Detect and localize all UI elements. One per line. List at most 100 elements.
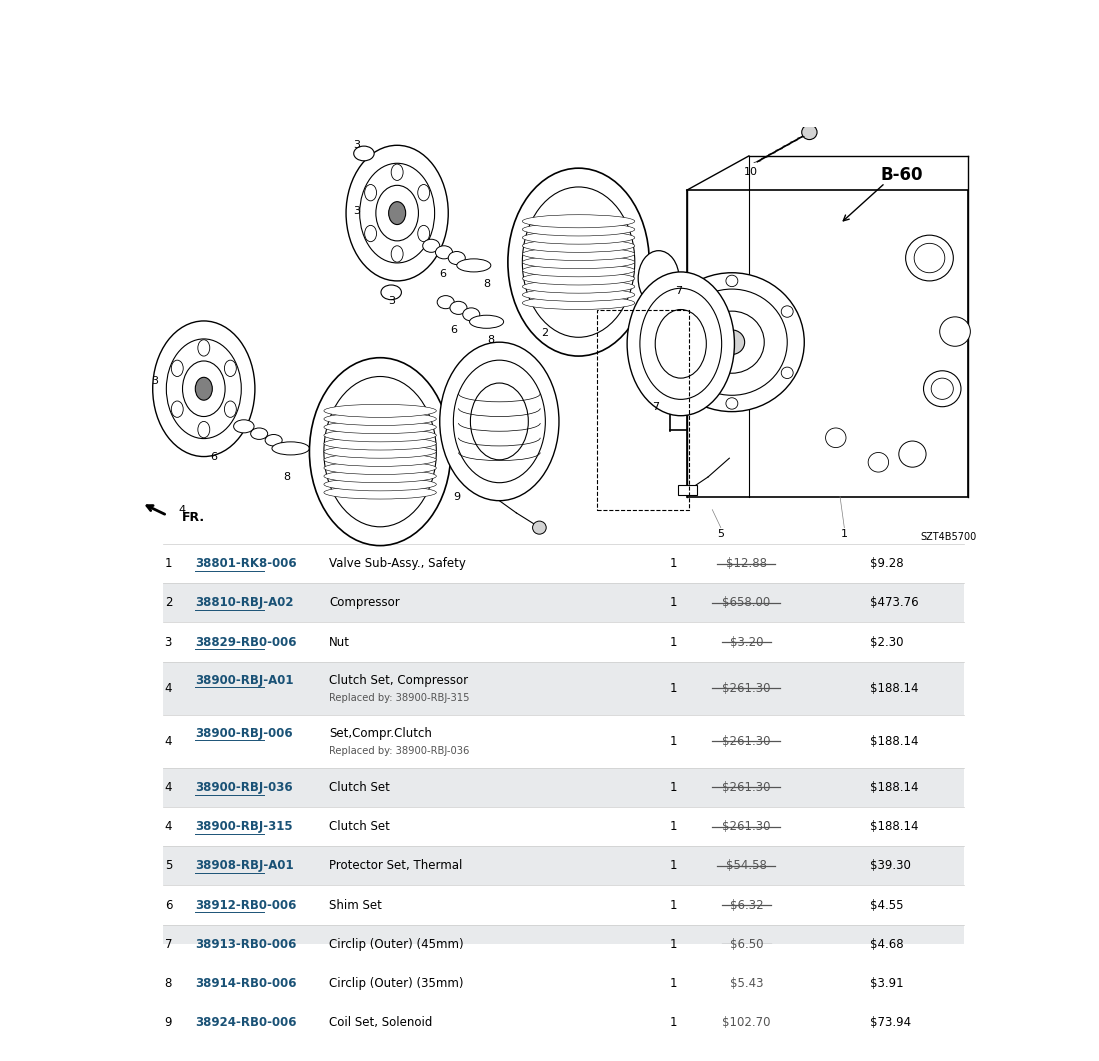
- Ellipse shape: [198, 421, 210, 438]
- Text: 1: 1: [669, 681, 677, 695]
- Text: Nut: Nut: [329, 636, 349, 648]
- Ellipse shape: [324, 486, 436, 499]
- Text: $2.30: $2.30: [870, 636, 903, 648]
- Ellipse shape: [440, 343, 559, 501]
- Ellipse shape: [418, 225, 430, 242]
- Text: 38908-RBJ-A01: 38908-RBJ-A01: [196, 859, 293, 872]
- Ellipse shape: [381, 285, 401, 299]
- Ellipse shape: [449, 301, 467, 314]
- Text: $4.55: $4.55: [870, 899, 903, 911]
- Circle shape: [802, 125, 817, 140]
- Ellipse shape: [457, 259, 491, 272]
- Circle shape: [914, 243, 945, 273]
- Circle shape: [781, 306, 793, 317]
- Ellipse shape: [640, 289, 722, 399]
- Ellipse shape: [389, 202, 406, 225]
- Text: $102.70: $102.70: [722, 1016, 770, 1029]
- Circle shape: [670, 306, 682, 317]
- Circle shape: [700, 311, 764, 373]
- Circle shape: [659, 273, 804, 412]
- Ellipse shape: [271, 441, 310, 455]
- Text: FR.: FR.: [181, 510, 204, 523]
- Circle shape: [906, 236, 953, 281]
- Text: Circlip (Outer) (35mm): Circlip (Outer) (35mm): [329, 977, 464, 990]
- Circle shape: [670, 367, 682, 379]
- Ellipse shape: [324, 462, 436, 474]
- Ellipse shape: [251, 428, 268, 439]
- Ellipse shape: [522, 272, 635, 285]
- Text: $473.76: $473.76: [870, 596, 919, 609]
- Text: 3: 3: [354, 206, 360, 215]
- Circle shape: [940, 317, 970, 346]
- Text: $188.14: $188.14: [870, 820, 919, 833]
- Text: $73.94: $73.94: [870, 1016, 911, 1029]
- Text: 38912-RB0-006: 38912-RB0-006: [196, 899, 297, 911]
- Text: 9: 9: [453, 491, 460, 502]
- Ellipse shape: [522, 289, 635, 301]
- FancyBboxPatch shape: [687, 190, 968, 497]
- Ellipse shape: [234, 420, 254, 433]
- Text: $658.00: $658.00: [722, 596, 770, 609]
- Text: 38924-RB0-006: 38924-RB0-006: [196, 1016, 297, 1029]
- Ellipse shape: [182, 361, 225, 417]
- Circle shape: [677, 289, 787, 396]
- Ellipse shape: [628, 272, 734, 416]
- Ellipse shape: [196, 378, 212, 400]
- Text: $5.43: $5.43: [730, 977, 763, 990]
- FancyBboxPatch shape: [163, 925, 964, 963]
- Ellipse shape: [655, 310, 707, 378]
- Text: $261.30: $261.30: [722, 781, 770, 794]
- Text: 4: 4: [165, 681, 173, 695]
- Text: $6.32: $6.32: [730, 899, 763, 911]
- Text: 1: 1: [669, 596, 677, 609]
- FancyBboxPatch shape: [163, 584, 964, 623]
- Circle shape: [726, 275, 737, 286]
- FancyBboxPatch shape: [137, 125, 989, 545]
- Ellipse shape: [448, 251, 465, 264]
- Ellipse shape: [522, 187, 635, 337]
- Text: 6: 6: [451, 325, 457, 335]
- Ellipse shape: [324, 470, 436, 483]
- Text: 2: 2: [165, 596, 173, 609]
- Ellipse shape: [324, 453, 436, 467]
- Ellipse shape: [508, 168, 650, 356]
- Text: 38900-RBJ-036: 38900-RBJ-036: [196, 781, 293, 794]
- Text: 7: 7: [652, 402, 658, 412]
- Ellipse shape: [522, 239, 635, 253]
- Text: 1: 1: [669, 557, 677, 570]
- Text: Circlip (Outer) (45mm): Circlip (Outer) (45mm): [329, 938, 464, 951]
- Text: 1: 1: [165, 557, 173, 570]
- Text: $12.88: $12.88: [725, 557, 767, 570]
- FancyBboxPatch shape: [678, 485, 697, 494]
- Text: Coil Set, Solenoid: Coil Set, Solenoid: [329, 1016, 432, 1029]
- Text: 1: 1: [669, 781, 677, 794]
- Text: 1: 1: [669, 859, 677, 872]
- Ellipse shape: [522, 247, 635, 261]
- Text: 38900-RBJ-A01: 38900-RBJ-A01: [196, 674, 293, 686]
- Ellipse shape: [310, 358, 451, 545]
- Text: 38801-RK8-006: 38801-RK8-006: [196, 557, 297, 570]
- Text: $39.30: $39.30: [870, 859, 911, 872]
- Circle shape: [533, 521, 546, 534]
- Ellipse shape: [522, 280, 635, 293]
- Text: $188.14: $188.14: [870, 781, 919, 794]
- Ellipse shape: [324, 429, 436, 441]
- Circle shape: [825, 428, 846, 448]
- Text: Clutch Set, Compressor: Clutch Set, Compressor: [329, 674, 468, 686]
- Text: 4: 4: [165, 820, 173, 833]
- Ellipse shape: [418, 185, 430, 201]
- Ellipse shape: [522, 214, 635, 228]
- Text: 7: 7: [165, 938, 173, 951]
- Text: 9: 9: [165, 1016, 173, 1029]
- Ellipse shape: [153, 320, 255, 456]
- Ellipse shape: [522, 223, 635, 236]
- FancyBboxPatch shape: [163, 623, 964, 662]
- Circle shape: [931, 378, 953, 399]
- Text: 1: 1: [669, 938, 677, 951]
- Ellipse shape: [423, 239, 440, 253]
- Text: 8: 8: [487, 334, 495, 345]
- FancyBboxPatch shape: [163, 544, 964, 584]
- Ellipse shape: [391, 164, 403, 180]
- Ellipse shape: [324, 404, 436, 417]
- Text: $54.58: $54.58: [726, 859, 767, 872]
